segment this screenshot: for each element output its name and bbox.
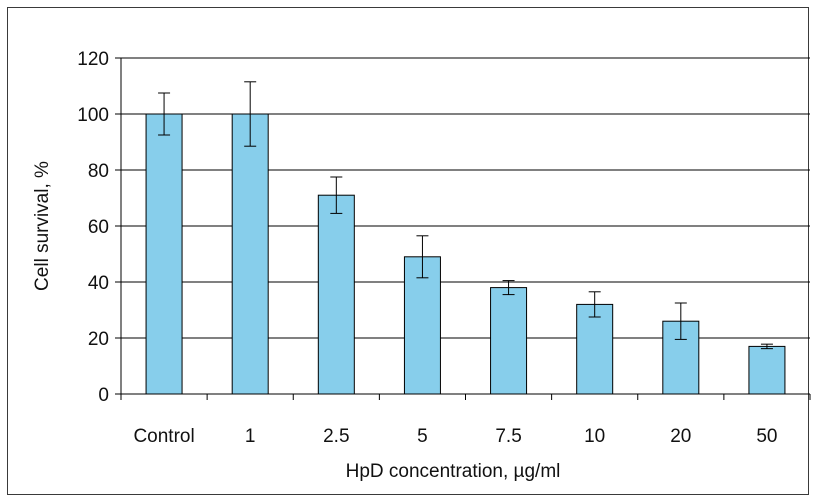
chart-frame xyxy=(7,7,809,495)
y-tick-label: 60 xyxy=(88,217,109,238)
x-tick-label: 20 xyxy=(670,426,691,447)
axes xyxy=(115,57,811,400)
x-tick-label: 2.5 xyxy=(323,426,349,447)
y-tick-label: 120 xyxy=(77,49,109,70)
x-tick-label: 5 xyxy=(417,426,428,447)
y-tick-label: 40 xyxy=(88,273,109,294)
bar xyxy=(231,113,269,395)
y-axis-title: Cell survival, % xyxy=(32,161,53,291)
x-axis-title: HpD concentration, µg/ml xyxy=(346,461,561,482)
error-bars xyxy=(158,81,773,350)
bars xyxy=(145,113,786,395)
bar xyxy=(748,345,786,395)
y-tick-label: 80 xyxy=(88,161,109,182)
x-tick-label: Control xyxy=(133,426,194,447)
bar xyxy=(317,194,355,395)
y-tick-label: 100 xyxy=(77,105,109,126)
gridlines xyxy=(121,57,810,339)
x-tick-labels: Control 1 2.5 5 7.5 10 20 50 xyxy=(133,426,777,447)
x-tick-label: 10 xyxy=(584,426,605,447)
bar xyxy=(145,113,183,395)
y-tick-labels: 0 20 40 60 80 100 120 xyxy=(77,49,109,406)
x-tick-label: 50 xyxy=(756,426,777,447)
x-tick-label: 7.5 xyxy=(495,426,521,447)
y-tick-label: 0 xyxy=(98,385,109,406)
y-tick-label: 20 xyxy=(88,329,109,350)
bar xyxy=(576,303,614,395)
x-tick-label: 1 xyxy=(245,426,256,447)
bar xyxy=(403,256,441,395)
bar xyxy=(490,287,528,395)
